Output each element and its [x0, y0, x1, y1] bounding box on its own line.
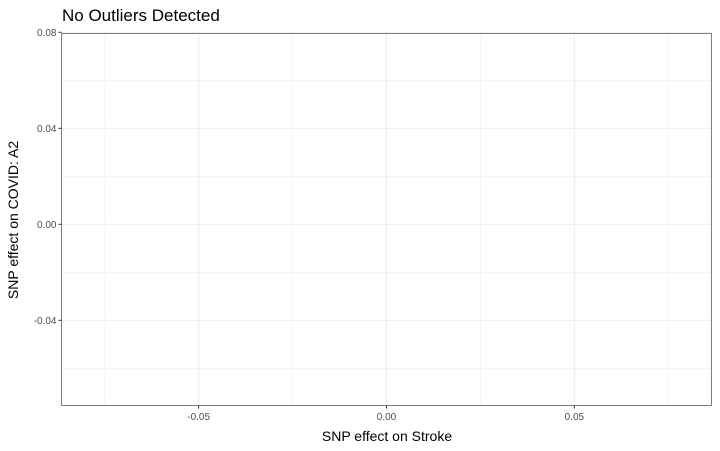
y-tick-label: -0.04	[34, 316, 57, 327]
y-axis-title: SNP effect on COVID: A2	[5, 141, 21, 299]
y-tick-label: 0.08	[37, 28, 57, 39]
grid	[61, 31, 712, 406]
x-tick-label: 0.00	[377, 412, 397, 423]
chart-title: No Outliers Detected	[62, 6, 220, 25]
x-tick-label: -0.05	[187, 412, 210, 423]
y-tick-label: 0.00	[37, 220, 57, 231]
y-tick-label: 0.04	[37, 124, 57, 135]
axis-ticks: -0.05 0.00 0.05 -0.04 0.00 0.04 0.08	[34, 28, 585, 423]
x-tick-label: 0.05	[565, 412, 585, 423]
x-axis-title: SNP effect on Stroke	[322, 428, 452, 444]
